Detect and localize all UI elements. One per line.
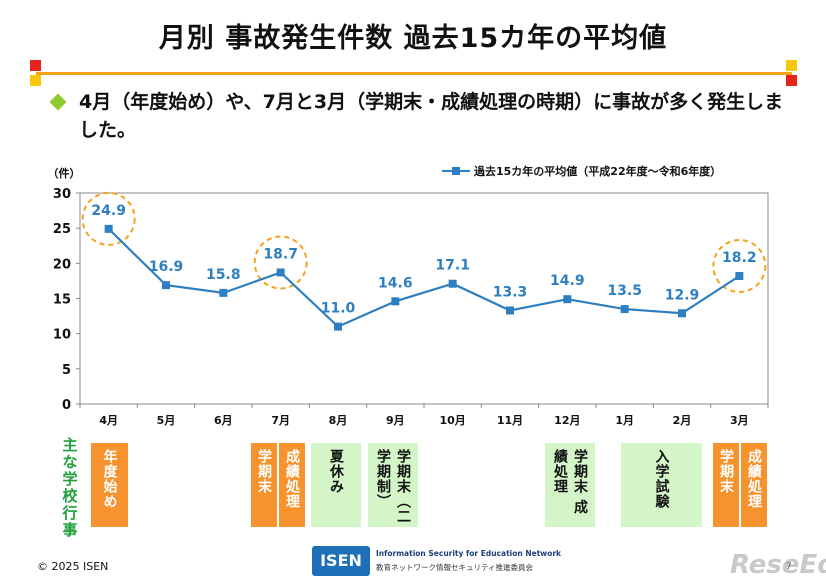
x-tick-label: 6月 [214, 414, 233, 427]
page-number: 7 [786, 562, 792, 572]
event-text: 学期末 [718, 449, 734, 494]
legend-text: 過去15カ年の平均値（平成22年度～令和6年度） [473, 164, 721, 178]
highlight-circle [81, 191, 136, 246]
data-label: 13.5 [607, 283, 642, 299]
x-tick-label: 3月 [730, 414, 749, 427]
data-point [391, 297, 400, 306]
event-text: 学期末（二学期制） [375, 449, 411, 524]
highlight-circle [253, 235, 308, 290]
data-label: 14.6 [378, 275, 413, 291]
summary-text: 4月（年度始め）や、7月と3月（学期末・成績処理の時期）に事故が多く発生しました… [79, 91, 784, 141]
data-point [735, 271, 744, 280]
data-point [678, 309, 686, 318]
event-text: 成績処理 [284, 449, 300, 509]
x-tick-label: 7月 [271, 414, 290, 427]
y-tick-label: 10 [53, 328, 71, 343]
data-point [276, 268, 285, 277]
data-label: 16.9 [149, 259, 184, 275]
event-text: 入学試験 [653, 449, 670, 509]
y-tick-label: 25 [53, 222, 71, 237]
y-tick-label: 15 [53, 293, 71, 308]
event-box: 学期末 [251, 443, 277, 527]
y-tick-label: 20 [53, 257, 71, 272]
data-point [219, 288, 228, 297]
events-label: 主な学校行事 [62, 436, 78, 539]
y-tick-label: 30 [53, 187, 71, 202]
x-tick-label: 8月 [329, 414, 348, 427]
event-box: 成績処理 [279, 443, 305, 527]
corner-square-tr-red [786, 75, 797, 86]
y-axis-label: （件） [48, 166, 81, 180]
event-box: 年度始め [91, 443, 128, 527]
event-text: 成績処理 [746, 449, 762, 509]
event-box: 夏休み [311, 443, 361, 527]
logo-text: Information Security for Education Netwo… [376, 549, 562, 558]
event-box: 学期末 成績処理 [545, 443, 595, 527]
x-tick-label: 11月 [497, 414, 523, 427]
data-point [104, 224, 113, 233]
data-point [334, 322, 342, 331]
data-point [162, 281, 170, 290]
series-line [107, 228, 740, 328]
x-tick-label: 4月 [99, 414, 118, 427]
x-tick-label: 10月 [440, 414, 466, 427]
data-label: 12.9 [665, 287, 700, 303]
legend-marker [452, 167, 460, 175]
corner-square-tr-yellow [786, 60, 797, 71]
data-label: 17.1 [435, 258, 470, 274]
event-text: 学期末 成績処理 [552, 449, 588, 515]
event-box: 成績処理 [741, 443, 767, 527]
x-tick-label: 9月 [386, 414, 405, 427]
title-rule [36, 72, 792, 75]
highlight-circle [712, 238, 767, 293]
data-label: 13.3 [493, 284, 528, 300]
logo-subtext: 教育ネットワーク情報セキュリティ推進委員会 [376, 563, 534, 572]
corner-square-tl-red [30, 60, 41, 71]
event-text: 夏休み [328, 449, 344, 494]
event-box: 入学試験 [621, 443, 702, 527]
data-point [506, 306, 514, 315]
data-point [563, 295, 572, 304]
data-label: 11.0 [321, 301, 356, 317]
event-text: 年度始め [101, 449, 118, 509]
page-title: 月別 事故発生件数 過去15カ年の平均値 [158, 23, 668, 54]
x-tick-label: 1月 [615, 414, 634, 427]
logo-mark: ISEN [312, 546, 370, 576]
data-label: 24.9 [91, 203, 126, 219]
data-label: 18.7 [263, 246, 298, 262]
event-text: 学期末 [256, 449, 272, 494]
data-point [620, 305, 629, 314]
event-box: 学期末（二学期制） [368, 443, 418, 527]
isen-logo: ISEN Information Security for Education … [312, 546, 561, 576]
data-label: 18.2 [722, 250, 757, 266]
watermark: ReseEd [730, 550, 826, 580]
event-box: 学期末 [713, 443, 739, 527]
line-chart: 0 5 10 15 20 25 30 （件） 4月 5月 6月 7月 8月 9月 10月 11月 12月 1月 2月… [48, 164, 769, 427]
data-label: 15.8 [206, 267, 241, 283]
x-tick-label: 5月 [157, 414, 176, 427]
data-point [448, 279, 457, 288]
copyright: © 2025 ISEN [37, 560, 109, 573]
data-label: 14.9 [550, 273, 585, 289]
x-tick-label: 2月 [673, 414, 692, 427]
x-tick-label: 12月 [554, 414, 580, 427]
corner-square-tl-yellow [30, 75, 41, 86]
y-tick-label: 0 [62, 398, 71, 413]
y-tick-label: 5 [62, 363, 71, 378]
